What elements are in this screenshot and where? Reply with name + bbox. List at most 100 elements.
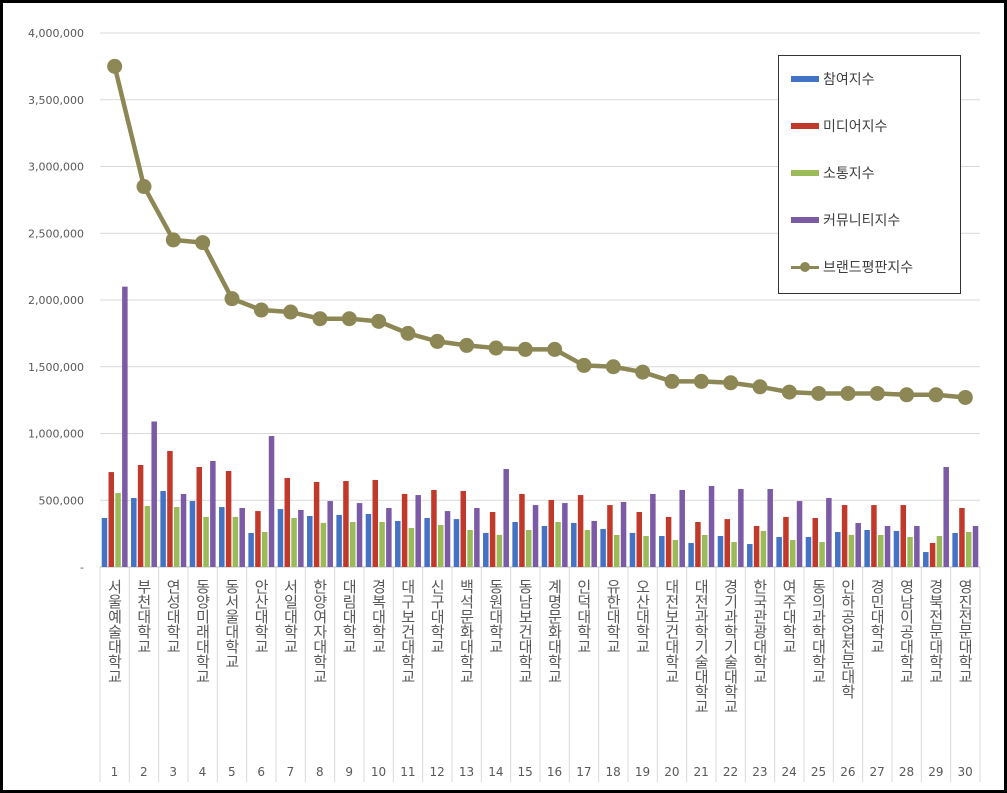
bar-커뮤니티지수-27: [884, 526, 891, 567]
point-브랜드평판지수-2: [136, 179, 152, 195]
legend-item: 소통지수: [791, 163, 875, 183]
point-브랜드평판지수-7: [283, 304, 299, 320]
legend-label: 커뮤니티지수: [823, 213, 901, 229]
bar-커뮤니티지수-17: [591, 520, 597, 567]
point-브랜드평판지수-19: [635, 364, 651, 380]
bar-소통지수-6: [261, 532, 268, 567]
bar-소통지수-22: [731, 542, 737, 567]
category-label: 동의과학대학교: [809, 579, 828, 684]
rank-label: 5: [228, 765, 236, 779]
rank-label: 11: [400, 765, 416, 779]
rank-label: 2: [140, 765, 148, 779]
rank-label: 10: [370, 765, 387, 779]
rank-label: 22: [722, 765, 739, 779]
rank-label: 14: [488, 765, 504, 779]
category-label: 연성대학교: [164, 579, 183, 654]
bar-소통지수-4: [203, 516, 209, 567]
bar-미디어지수-7: [284, 477, 291, 567]
point-브랜드평판지수-9: [341, 311, 357, 327]
bar-커뮤니티지수-2: [151, 421, 157, 567]
rank-label: 17: [576, 765, 592, 779]
bar-미디어지수-26: [841, 505, 848, 567]
bar-소통지수-12: [437, 524, 444, 567]
y-tick-label: 3,500,000: [28, 94, 84, 107]
rank-label: 3: [169, 765, 177, 779]
combo-chart: - 500,000 1,000,000 1,500,000 2,000,000 2,500…: [28, 27, 981, 782]
bar-참여지수-29: [923, 552, 929, 567]
category-label: 경기과학기술대학교: [721, 579, 740, 714]
bar-참여지수-22: [717, 536, 724, 567]
bar-소통지수-13: [467, 530, 473, 567]
bar-미디어지수-1: [108, 472, 115, 567]
category-label: 동남보건대학교: [516, 579, 535, 684]
bar-참여지수-17: [571, 522, 577, 567]
point-브랜드평판지수-17: [576, 357, 592, 373]
category-label: 한국관광대학교: [750, 579, 769, 684]
rank-label: 1: [110, 765, 119, 779]
bar-커뮤니티지수-18: [620, 501, 627, 567]
bar-커뮤니티지수-21: [708, 485, 715, 567]
bar-커뮤니티지수-29: [943, 467, 949, 567]
bar-미디어지수-3: [167, 450, 173, 567]
category-label: 영남이공대학교: [897, 579, 916, 684]
rank-label: 12: [429, 765, 445, 779]
bar-참여지수-5: [219, 507, 225, 567]
point-브랜드평판지수-16: [547, 341, 563, 357]
bar-미디어지수-12: [431, 489, 437, 567]
bar-소통지수-29: [936, 536, 943, 567]
category-label: 동서울대학교: [222, 579, 241, 669]
bar-소통지수-7: [291, 518, 297, 567]
bar-커뮤니티지수-10: [386, 507, 392, 567]
bar-소통지수-8: [320, 522, 327, 567]
bar-커뮤니티지수-8: [327, 501, 333, 567]
category-label: 백석문화대학교: [457, 579, 476, 684]
rank-label: 4: [198, 765, 207, 779]
bar-소통지수-26: [848, 534, 855, 567]
bar-미디어지수-19: [636, 511, 643, 567]
point-브랜드평판지수-26: [840, 385, 856, 401]
bar-참여지수-10: [365, 514, 372, 567]
bar-소통지수-5: [232, 516, 239, 567]
point-브랜드평판지수-18: [605, 359, 621, 375]
point-브랜드평판지수-5: [224, 291, 240, 307]
point-브랜드평판지수-24: [781, 384, 797, 400]
point-브랜드평판지수-22: [723, 375, 739, 391]
bar-소통지수-24: [789, 540, 796, 567]
bar-커뮤니티지수-16: [562, 503, 568, 567]
category-label: 대전보건대학교: [662, 579, 681, 684]
bar-커뮤니티지수-9: [356, 503, 363, 567]
category-label: 한양여자대학교: [310, 579, 329, 684]
bar-참여지수-8: [307, 516, 313, 567]
point-브랜드평판지수-29: [928, 387, 944, 403]
point-브랜드평판지수-1: [107, 58, 123, 74]
bar-미디어지수-23: [753, 526, 760, 567]
rank-label: 29: [928, 765, 944, 779]
rank-label: 13: [458, 765, 475, 779]
bar-참여지수-14: [483, 532, 489, 567]
rank-label: 21: [693, 765, 709, 779]
point-브랜드평판지수-13: [459, 337, 475, 353]
rank-label: 16: [546, 765, 563, 779]
category-label: 경민대학교: [868, 579, 887, 654]
bar-미디어지수-13: [460, 491, 467, 567]
bar-소통지수-3: [173, 507, 180, 567]
rank-label: 25: [810, 765, 827, 779]
bar-미디어지수-10: [372, 479, 379, 567]
bar-소통지수-2: [144, 505, 151, 567]
bar-커뮤니티지수-1: [122, 286, 128, 567]
rank-label: 23: [752, 765, 768, 779]
point-브랜드평판지수-12: [429, 333, 445, 349]
bar-참여지수-13: [453, 519, 460, 567]
category-label: 대림대학교: [340, 579, 359, 654]
y-tick-label: 500,000: [39, 494, 85, 507]
bar-커뮤니티지수-24: [796, 501, 803, 567]
y-tick-label: -: [80, 561, 84, 574]
bar-커뮤니티지수-25: [826, 497, 832, 567]
legend-label: 브랜드평판지수: [823, 260, 914, 276]
bar-미디어지수-16: [548, 499, 555, 567]
legend-item: 미디어지수: [791, 116, 887, 136]
bar-미디어지수-25: [812, 518, 819, 567]
legend-swatch: [791, 76, 819, 82]
bar-커뮤니티지수-22: [738, 489, 744, 567]
category-label: 인하공업전문대학: [838, 579, 857, 699]
